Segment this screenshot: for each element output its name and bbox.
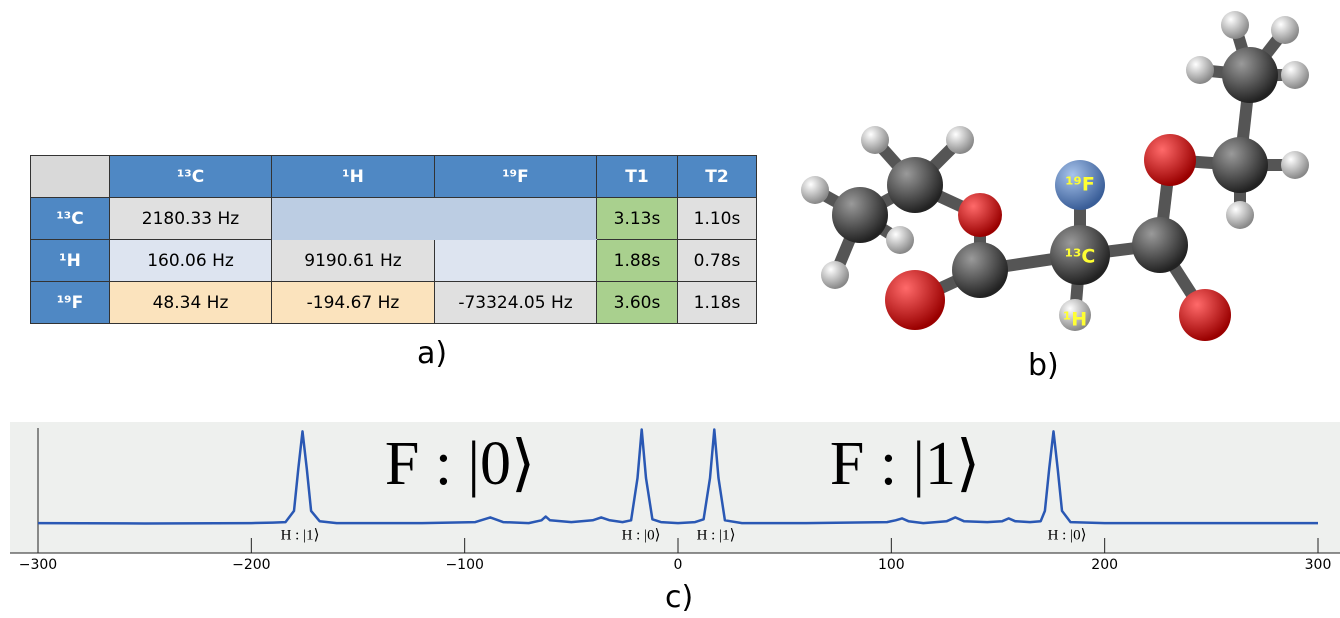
page: ¹³C ¹H ¹⁹F T1 T2 ¹³C 2180.33 Hz 3.13s 1.… (0, 0, 1340, 618)
empty-cell (272, 198, 597, 240)
parameter-table: ¹³C ¹H ¹⁹F T1 T2 ¹³C 2180.33 Hz 3.13s 1.… (30, 155, 757, 324)
annotation: F : |1⟩ (830, 430, 980, 498)
cell: 3.60s (597, 282, 678, 324)
row-header: ¹⁹F (31, 282, 110, 324)
atom-label: ¹⁹F (1065, 174, 1095, 196)
plot-background (10, 422, 1340, 553)
x-tick-label: 200 (1091, 557, 1118, 573)
header-cell: ¹³C (110, 156, 272, 198)
atoms (801, 11, 1309, 341)
header-cell: ¹⁹F (435, 156, 597, 198)
row-header: ¹³C (31, 198, 110, 240)
annotation: H : |1⟩ (281, 527, 320, 543)
header-cell: T2 (678, 156, 757, 198)
panel-label: c) (665, 580, 693, 615)
x-tick-label: 100 (878, 557, 905, 573)
spectrum-line (38, 430, 1318, 524)
cell: 160.06 Hz (110, 240, 272, 282)
annotation: H : |0⟩ (1048, 527, 1087, 543)
empty-cell (435, 240, 597, 282)
x-tick-label: −100 (445, 557, 483, 573)
x-tick-label: −200 (232, 557, 270, 573)
x-tick-label: 0 (674, 557, 683, 573)
atom-label: ¹³C (1065, 246, 1096, 268)
panel-label: a) (417, 336, 447, 371)
cell: 1.88s (597, 240, 678, 282)
cell: 9190.61 Hz (272, 240, 435, 282)
cell: 1.18s (678, 282, 757, 324)
row-header: ¹H (31, 240, 110, 282)
x-tick-label: −300 (19, 557, 57, 573)
panel-label: b) (1028, 348, 1059, 383)
cell: 48.34 Hz (110, 282, 272, 324)
molecule: ¹⁹F ¹³C ¹H (780, 0, 1340, 350)
annotation: H : |1⟩ (697, 527, 736, 543)
corner-cell (31, 156, 110, 198)
header-cell: ¹H (272, 156, 435, 198)
annotation: H : |0⟩ (622, 527, 661, 543)
cell: 0.78s (678, 240, 757, 282)
cell: 2180.33 Hz (110, 198, 272, 240)
cell: -194.67 Hz (272, 282, 435, 324)
header-cell: T1 (597, 156, 678, 198)
cell: 3.13s (597, 198, 678, 240)
x-tick-label: 300 (1305, 557, 1332, 573)
cell: -73324.05 Hz (435, 282, 597, 324)
cell: 1.10s (678, 198, 757, 240)
annotation: F : |0⟩ (385, 430, 535, 498)
atom-label: ¹H (1063, 309, 1087, 331)
